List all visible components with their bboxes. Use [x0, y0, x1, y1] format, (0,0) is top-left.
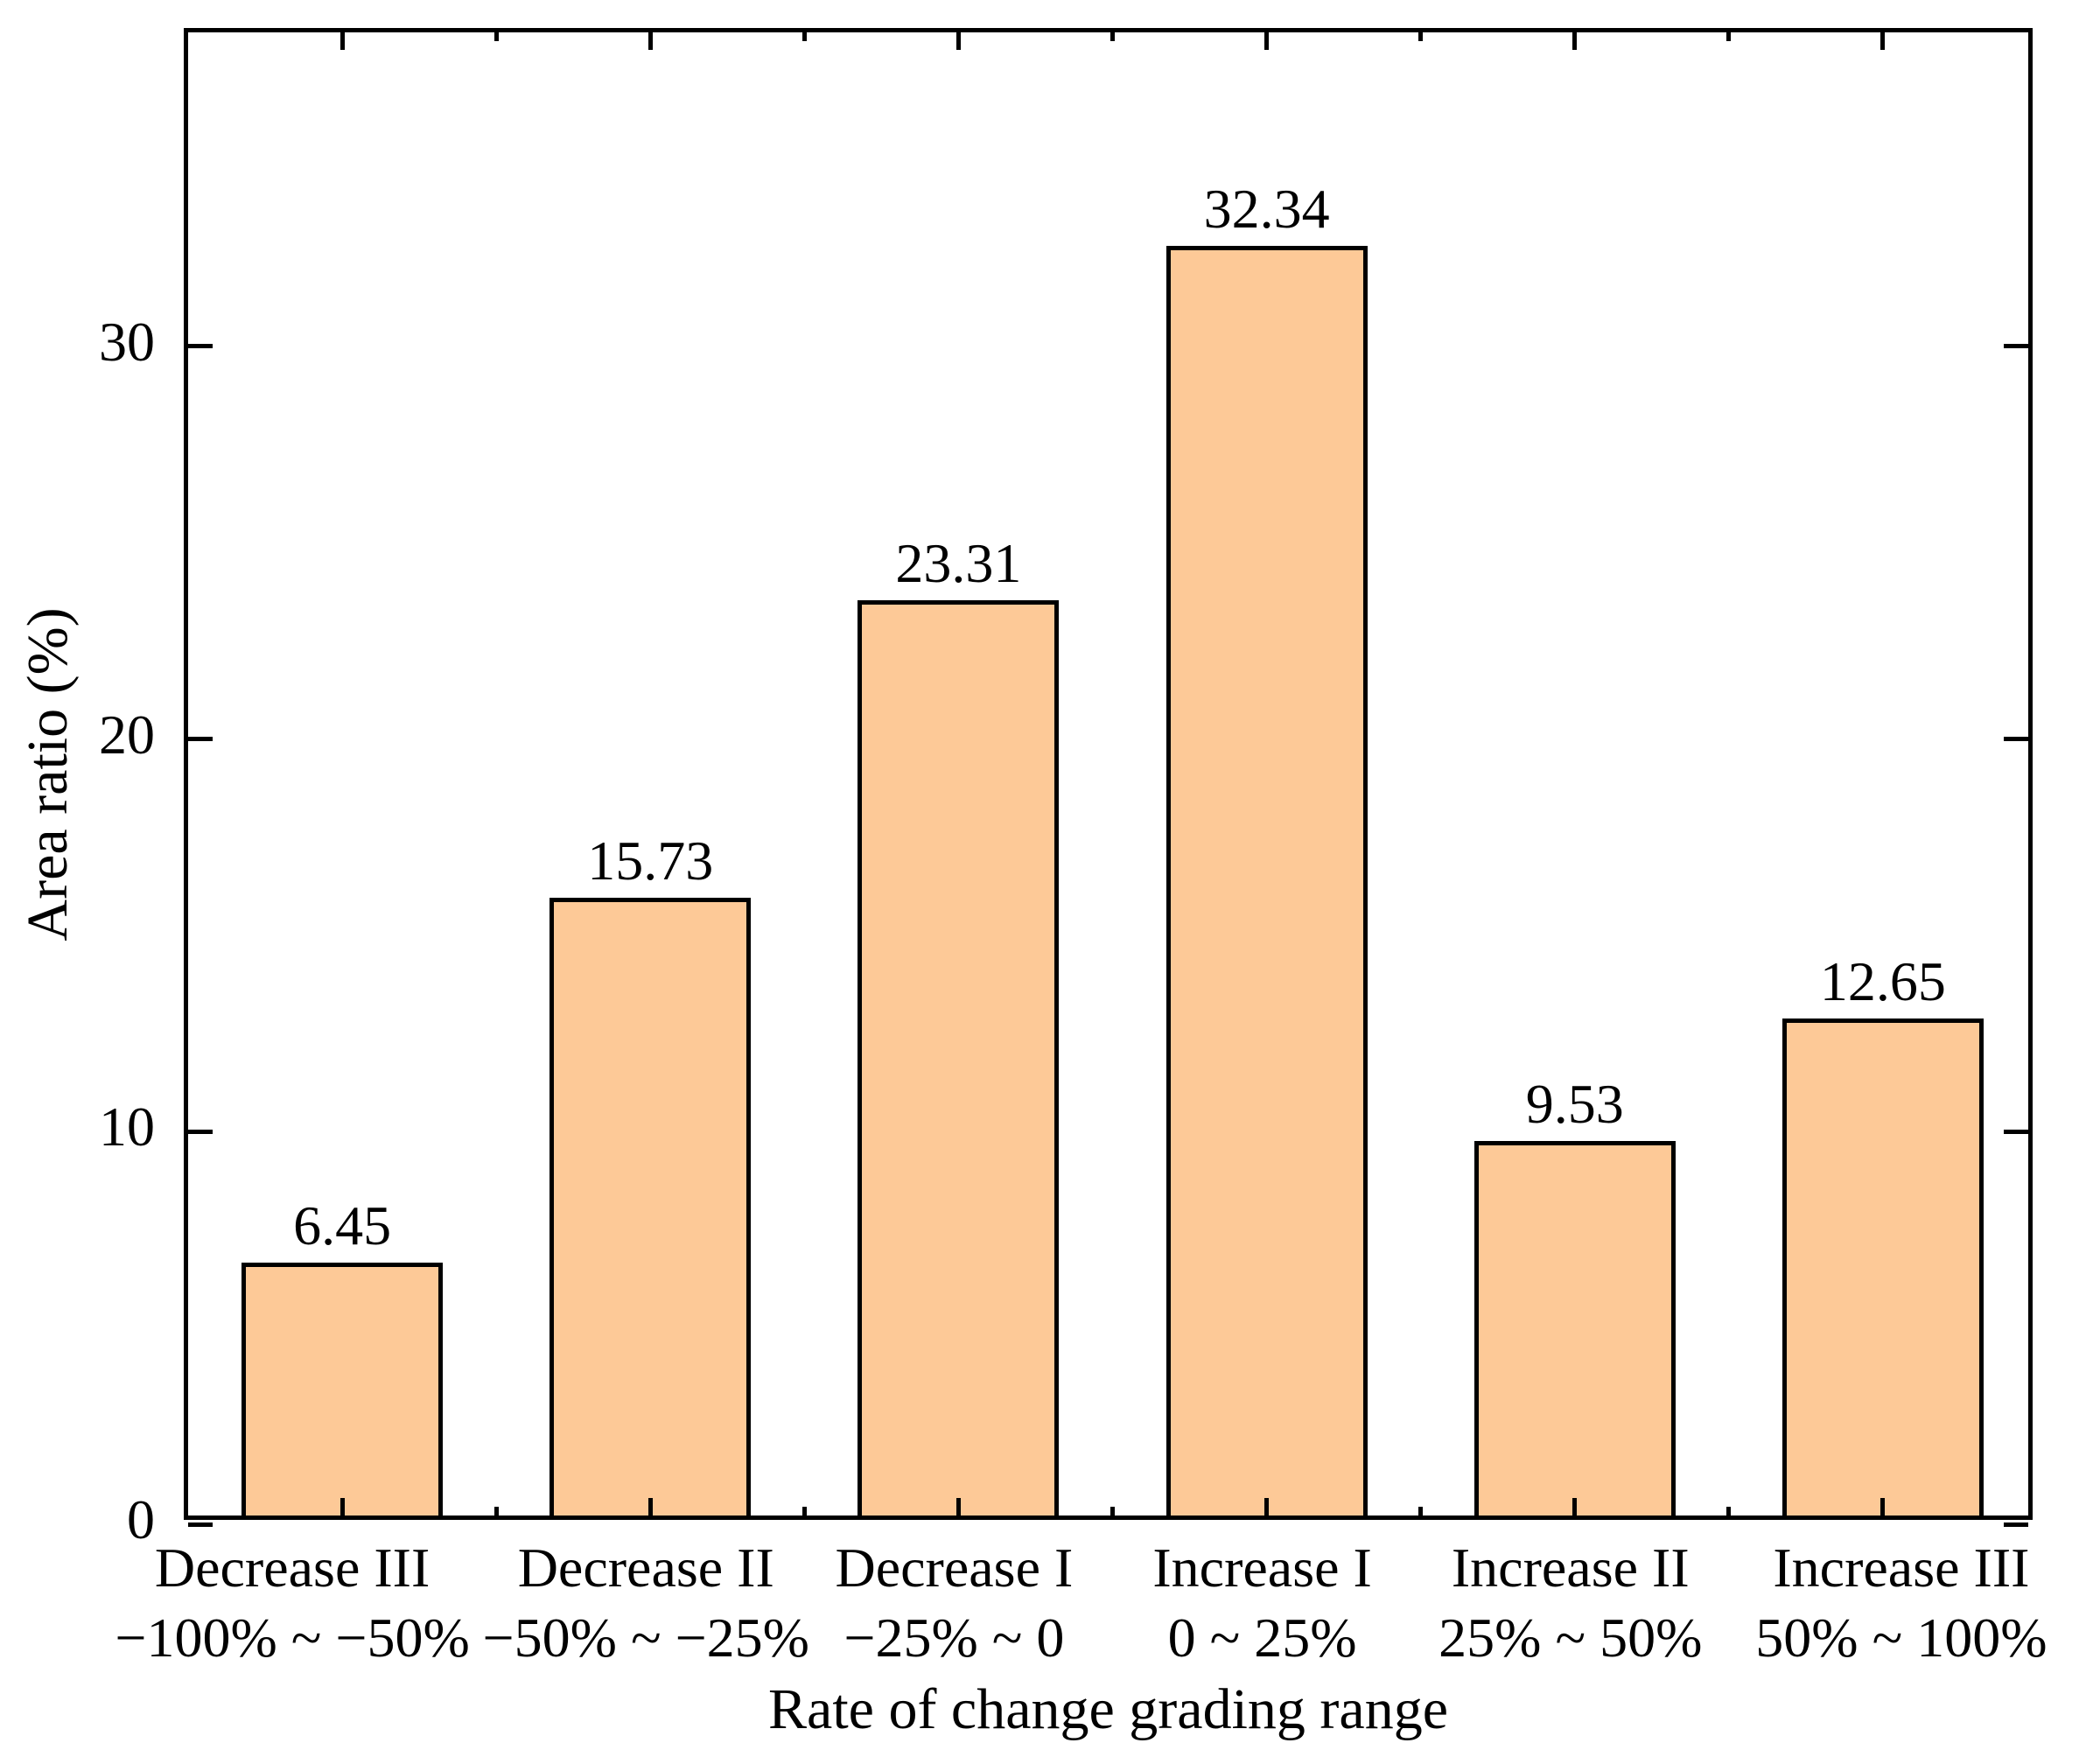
x-minor-tick-mark-bottom: [1110, 1507, 1115, 1516]
x-category-label: Decrease II −50% ~ −25%: [296, 1533, 996, 1673]
x-tick-mark-bottom: [1880, 1498, 1886, 1516]
bar-value-label: 9.53: [1525, 1073, 1624, 1136]
x-minor-tick-mark-bottom: [1726, 1507, 1732, 1516]
plot-area: 6.45 15.73 23.31 32.34 9.53 12.65: [184, 28, 2033, 1527]
y-tick-mark-left: [188, 344, 213, 349]
y-tick-label: 10: [99, 1096, 155, 1158]
x-category-name: Increase III: [1773, 1536, 2030, 1599]
x-category-name: Decrease I: [835, 1536, 1074, 1599]
x-category-label: Decrease I −25% ~ 0: [604, 1533, 1304, 1673]
x-category-name: Decrease III: [154, 1536, 430, 1599]
y-tick-label: 20: [99, 703, 155, 766]
x-minor-tick-mark-top: [494, 32, 499, 41]
x-tick-mark-top: [1880, 32, 1886, 50]
x-tick-mark-top: [648, 32, 653, 50]
x-minor-tick-mark-top: [1726, 32, 1732, 41]
x-minor-tick-mark-top: [1110, 32, 1115, 41]
bar-decrease-ii: [550, 898, 752, 1516]
bar-increase-iii: [1782, 1018, 1984, 1516]
x-category-label: Increase I 0 ~ 25%: [913, 1533, 1613, 1673]
x-tick-mark-top: [956, 32, 961, 50]
y-tick-mark-right: [2004, 1129, 2028, 1134]
x-category-name: Increase II: [1451, 1536, 1690, 1599]
bar-value-label: 23.31: [895, 532, 1022, 595]
x-minor-tick-mark-top: [1418, 32, 1424, 41]
x-category-name: Increase I: [1152, 1536, 1372, 1599]
x-category-label: Increase II 25% ~ 50%: [1221, 1533, 1921, 1673]
y-tick-mark-left: [188, 737, 213, 742]
y-tick-mark-right: [2004, 344, 2028, 349]
x-tick-mark-bottom: [956, 1498, 961, 1516]
x-category-range: −50% ~ −25%: [482, 1606, 809, 1669]
y-tick-mark-left: [188, 1129, 213, 1134]
x-tick-mark-bottom: [648, 1498, 653, 1516]
x-tick-mark-bottom: [1572, 1498, 1578, 1516]
x-minor-tick-mark-bottom: [494, 1507, 499, 1516]
bar-value-label: 12.65: [1819, 950, 1946, 1013]
y-tick-mark-right: [2004, 737, 2028, 742]
bar-decrease-i: [858, 600, 1060, 1516]
bar-value-label: 32.34: [1203, 177, 1330, 240]
y-axis-title: Area ratio (%): [16, 606, 80, 942]
x-category-label: Increase III 50% ~ 100%: [1551, 1533, 2100, 1673]
bar-value-label: 15.73: [587, 830, 714, 892]
bar-increase-ii: [1474, 1141, 1676, 1516]
x-minor-tick-mark-bottom: [1418, 1507, 1424, 1516]
y-tick-mark-right: [2004, 1522, 2028, 1527]
x-category-range: −100% ~ −50%: [115, 1606, 470, 1669]
x-tick-mark-bottom: [1264, 1498, 1270, 1516]
x-minor-tick-mark-bottom: [802, 1507, 807, 1516]
y-tick-label: 30: [99, 310, 155, 373]
x-category-label: Decrease III −100% ~ −50%: [0, 1533, 642, 1673]
x-category-range: 25% ~ 50%: [1438, 1606, 1703, 1669]
x-minor-tick-mark-top: [802, 32, 807, 41]
x-category-range: 0 ~ 25%: [1167, 1606, 1357, 1669]
x-category-name: Decrease II: [517, 1536, 774, 1599]
x-tick-mark-bottom: [340, 1498, 345, 1516]
y-tick-mark-left: [188, 1522, 213, 1527]
x-tick-mark-top: [340, 32, 345, 50]
x-category-range: 50% ~ 100%: [1755, 1606, 2048, 1669]
bar-increase-i: [1166, 245, 1368, 1516]
x-axis-title: Rate of change grading range: [768, 1677, 1448, 1741]
bar-value-label: 6.45: [293, 1194, 392, 1256]
x-tick-mark-top: [1572, 32, 1578, 50]
x-tick-mark-top: [1264, 32, 1270, 50]
x-category-range: −25% ~ 0: [844, 1606, 1065, 1669]
y-tick-label: 0: [127, 1488, 155, 1550]
bar-decrease-iii: [242, 1262, 444, 1516]
